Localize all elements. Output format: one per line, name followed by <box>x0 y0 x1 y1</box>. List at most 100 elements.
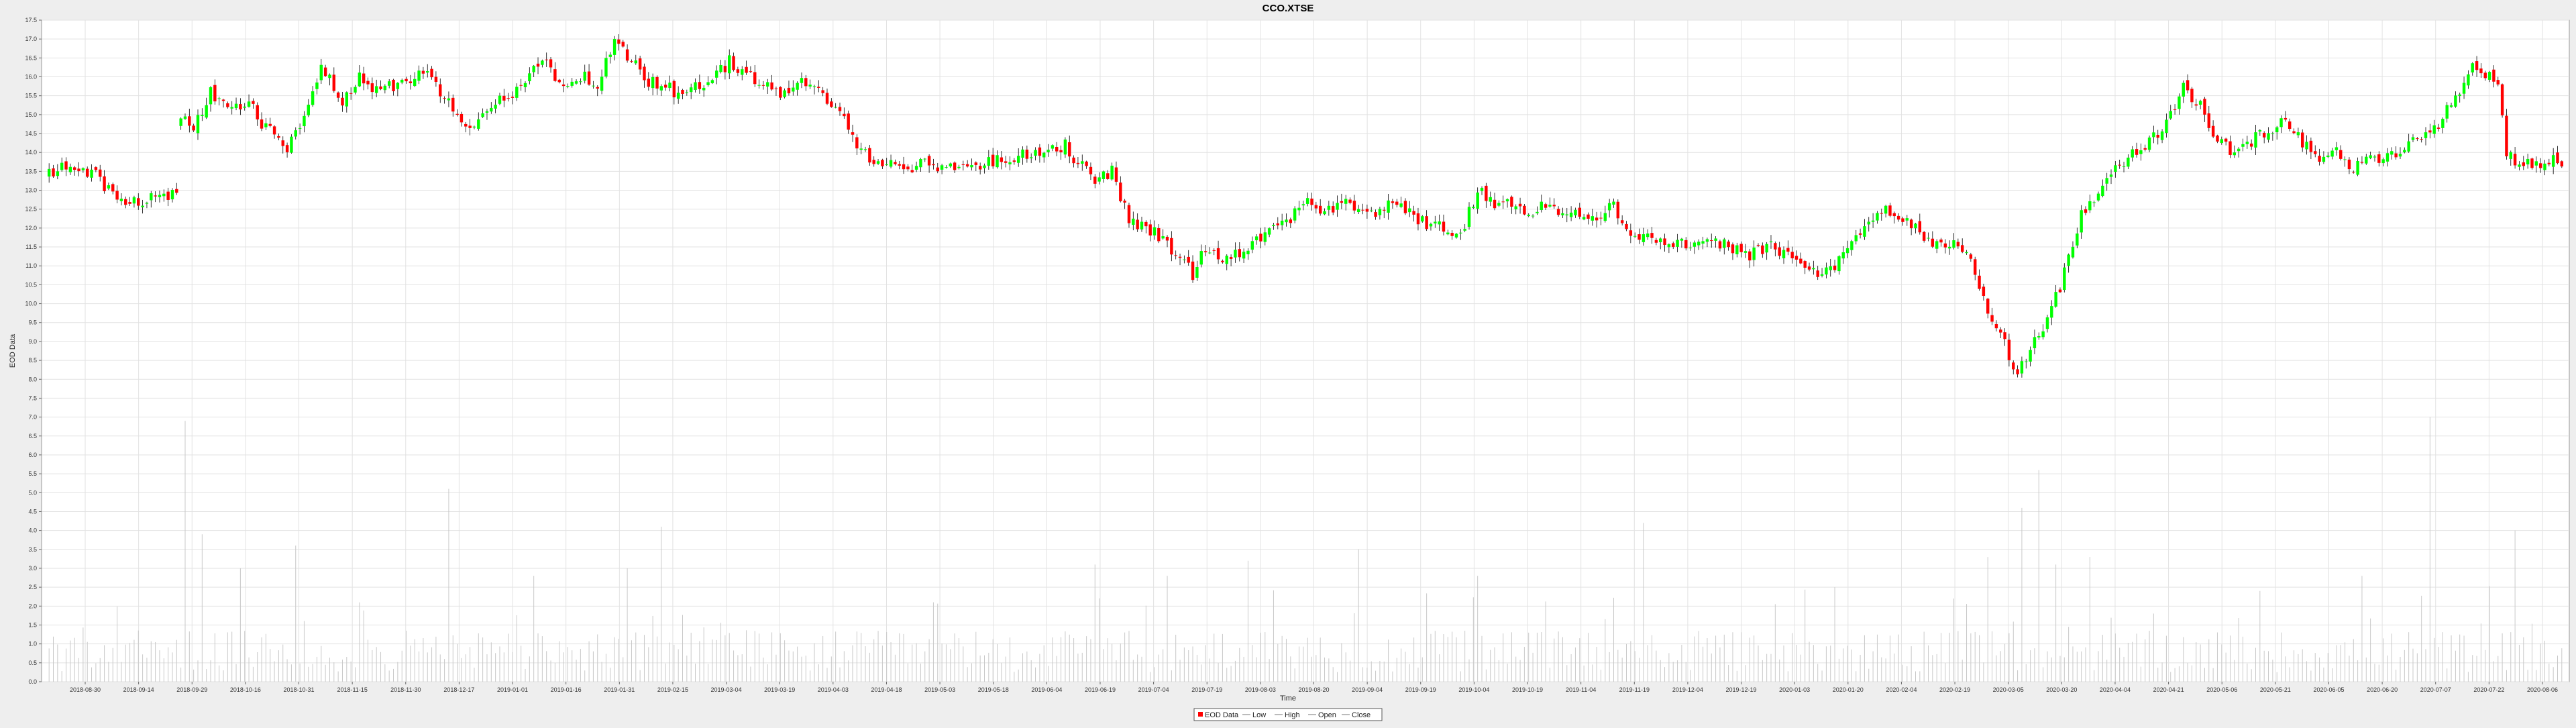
candle-body <box>681 90 684 95</box>
candle-body <box>2394 153 2398 158</box>
candle-body <box>2249 143 2253 147</box>
candle-body <box>2224 138 2228 142</box>
candle-body <box>1012 160 1016 162</box>
candle-body <box>859 148 863 150</box>
candle-body <box>1225 256 1228 264</box>
candle-body <box>332 74 336 91</box>
candles <box>47 34 2564 378</box>
candle-body <box>2207 113 2211 128</box>
candle-body <box>490 107 493 112</box>
candle-body <box>668 83 672 89</box>
x-tick-label: 2019-03-19 <box>764 686 795 693</box>
candle-body <box>2522 162 2526 166</box>
candle-body <box>1536 211 1539 213</box>
candle-body <box>1242 252 1246 259</box>
candle-body <box>72 167 76 170</box>
candle-body <box>728 55 731 74</box>
candle-body <box>1765 244 1768 253</box>
candle-body <box>1403 201 1407 213</box>
candle-body <box>392 79 395 91</box>
candle-body <box>2390 151 2394 155</box>
candle-body <box>1399 203 1403 207</box>
candle-body <box>787 87 791 94</box>
legend: EOD Data Low High Open Close <box>1193 708 1383 721</box>
x-tick-label: 2019-04-18 <box>871 686 902 693</box>
y-tick-label: 15.5 <box>25 93 37 99</box>
y-tick-label: 14.5 <box>25 130 37 137</box>
candle-body <box>583 71 586 81</box>
volume-bars <box>48 417 2563 682</box>
candle-body <box>349 93 353 94</box>
y-tick-label: 9.0 <box>28 338 37 345</box>
candle-body <box>1748 251 1752 261</box>
x-tick-label: 2019-11-04 <box>1566 686 1596 693</box>
candle-body <box>1943 243 1947 248</box>
candle-body <box>689 87 693 93</box>
candle-body <box>1442 221 1446 232</box>
candle-body <box>2229 141 2232 155</box>
candle-body <box>557 79 561 83</box>
y-tick-label: 7.0 <box>28 414 37 421</box>
candle-body <box>2016 369 2019 374</box>
candle-body <box>783 90 786 97</box>
candle-body <box>1552 205 1556 207</box>
candle-body <box>443 98 446 99</box>
candle-body <box>2012 362 2015 370</box>
candle-body <box>2301 132 2304 148</box>
candle-body <box>1527 215 1530 216</box>
candle-body <box>2152 132 2155 138</box>
x-tick-label: 2020-01-03 <box>1779 686 1810 693</box>
x-tick-label: 2020-05-06 <box>2206 686 2237 693</box>
candle-body <box>1254 236 1258 241</box>
candle-body <box>723 66 727 72</box>
candle-body <box>1195 266 1199 278</box>
candle-body <box>183 116 187 119</box>
candle-body <box>2487 72 2491 80</box>
candle-body <box>2122 166 2126 167</box>
candle-body <box>477 119 480 129</box>
candle-body <box>732 56 735 70</box>
candle-body <box>192 125 195 131</box>
candle-body <box>439 84 442 97</box>
candle-body <box>1731 244 1735 254</box>
candle-body <box>498 95 502 104</box>
candle-body <box>47 168 51 177</box>
candle-body <box>2220 139 2224 144</box>
candle-body <box>2496 80 2500 85</box>
y-tick-label: 8.5 <box>28 357 37 364</box>
candle-body <box>1739 244 1743 252</box>
candle-body <box>1144 221 1148 227</box>
candle-body <box>1578 207 1582 217</box>
candle-body <box>519 85 523 86</box>
candle-body <box>2054 292 2057 307</box>
candle-body <box>2127 157 2130 167</box>
candle-body <box>99 169 102 177</box>
candle-body <box>2441 119 2445 128</box>
candle-body <box>1476 192 1479 209</box>
candle-body <box>1761 245 1764 254</box>
candle-body <box>2347 159 2351 170</box>
candle-body <box>889 160 893 167</box>
candle-body <box>1718 241 1722 249</box>
candle-body <box>2118 164 2121 166</box>
candle-body <box>1161 236 1165 239</box>
candle-body <box>1922 231 1926 241</box>
candle-body <box>319 64 323 81</box>
candle-body <box>1157 227 1161 242</box>
candle-body <box>434 76 438 83</box>
candle-body <box>561 84 566 87</box>
x-tick-label: 2019-12-19 <box>1726 686 1757 693</box>
candle-body <box>2135 149 2139 155</box>
candle-body <box>1412 211 1415 215</box>
candle-body <box>843 113 846 117</box>
candle-body <box>234 103 238 109</box>
candle-body <box>1229 257 1233 259</box>
x-tick-label: 2019-06-19 <box>1085 686 1116 693</box>
candle-body <box>281 140 284 146</box>
candle-body <box>2411 137 2415 140</box>
candle-body <box>1876 213 1879 221</box>
candle-body <box>953 162 957 170</box>
candle-body <box>566 86 570 87</box>
y-tick-label: 12.0 <box>25 225 37 231</box>
candle-body <box>2458 94 2461 97</box>
